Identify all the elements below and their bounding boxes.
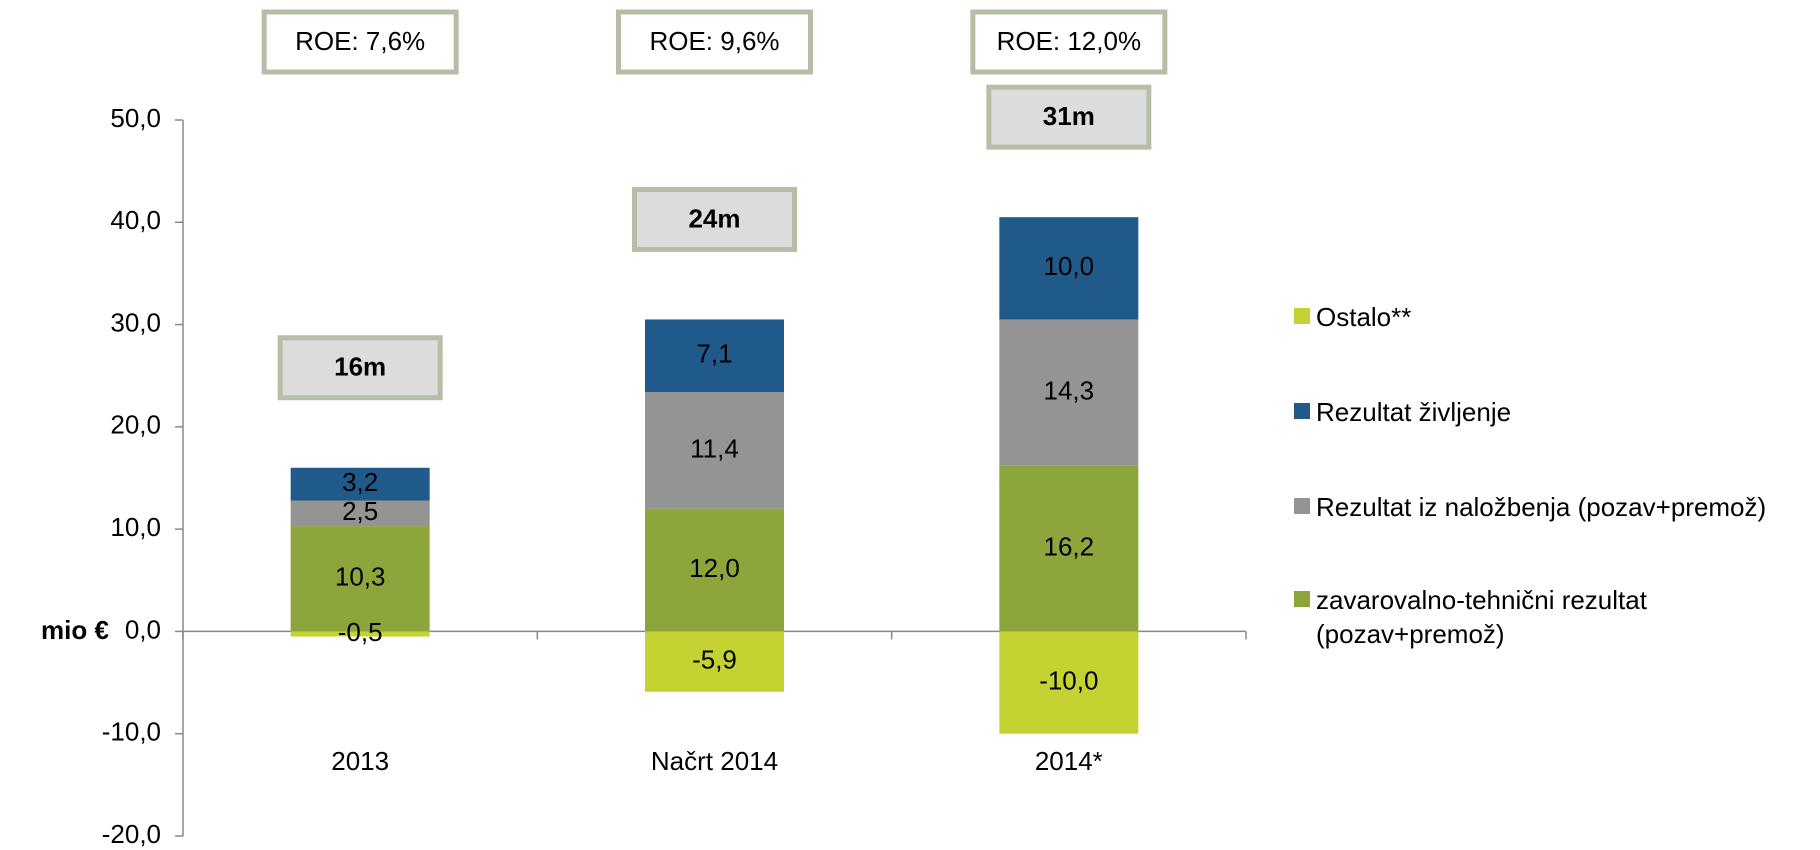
total-box [632,186,797,252]
x-tick-label: 2014* [1035,746,1103,776]
x-tick-label: Načrt 2014 [651,746,778,776]
legend-label: zavarovalno-tehnični rezultat (pozav+pre… [1316,585,1647,649]
bar [290,500,430,527]
bar [999,319,1139,466]
bar [645,508,784,632]
legend-swatch [1294,498,1310,514]
bar [290,467,430,501]
data-label: 14,3 [1044,375,1095,405]
y-tick-label: 0,0 [125,614,161,644]
bar [645,319,784,393]
data-label: -5,9 [692,644,737,674]
y-tick-label: 40,0 [110,205,161,235]
data-label: 10,0 [1044,251,1095,281]
legend-swatch [1294,403,1310,419]
y-tick-label: 20,0 [110,410,161,440]
legend-item: Ostalo** [1294,300,1814,334]
roe-label: ROE: 12,0% [997,26,1142,56]
legend-label: Ostalo** [1316,302,1412,332]
total-box [986,84,1152,150]
total-label: 31m [1043,101,1095,131]
roe-label: ROE: 9,6% [649,26,779,56]
bar [290,631,430,637]
data-label: 3,2 [342,467,378,497]
data-label: 16,2 [1044,531,1095,561]
legend-item: Rezultat življenje [1294,395,1814,429]
total-box [277,335,443,401]
data-label: 2,5 [342,496,378,526]
bar [645,392,784,509]
legend-swatch [1294,591,1310,607]
bar [999,631,1139,734]
legend-swatch [1294,308,1310,324]
y-tick-label: 10,0 [110,512,161,542]
y-axis-label: mio € [41,615,109,645]
y-tick-label: 30,0 [110,307,161,337]
legend-label: Rezultat življenje [1316,397,1512,427]
data-label: 12,0 [689,553,740,583]
legend-item: zavarovalno-tehnični rezultat (pozav+pre… [1294,583,1674,651]
roe-box [616,9,813,75]
y-tick-label: -10,0 [102,717,161,747]
y-tick-label: 50,0 [110,103,161,133]
total-label: 16m [334,352,386,382]
data-label: 10,3 [335,562,386,592]
data-label: -10,0 [1039,665,1098,695]
bar [290,526,430,632]
bar [999,465,1139,632]
legend-label: Rezultat iz naložbenja (pozav+premož) [1316,492,1767,522]
data-label: 11,4 [690,433,739,463]
bar [999,217,1139,320]
roe-box [261,9,459,75]
x-tick-label: 2013 [331,746,389,776]
legend-item: Rezultat iz naložbenja (pozav+premož) [1294,490,1814,524]
total-label: 24m [688,203,740,233]
data-label: 7,1 [696,339,732,369]
bar [645,631,784,692]
data-label: -0,5 [338,617,383,647]
y-tick-label: -20,0 [102,819,161,849]
roe-label: ROE: 7,6% [295,26,425,56]
roe-box [970,9,1168,75]
